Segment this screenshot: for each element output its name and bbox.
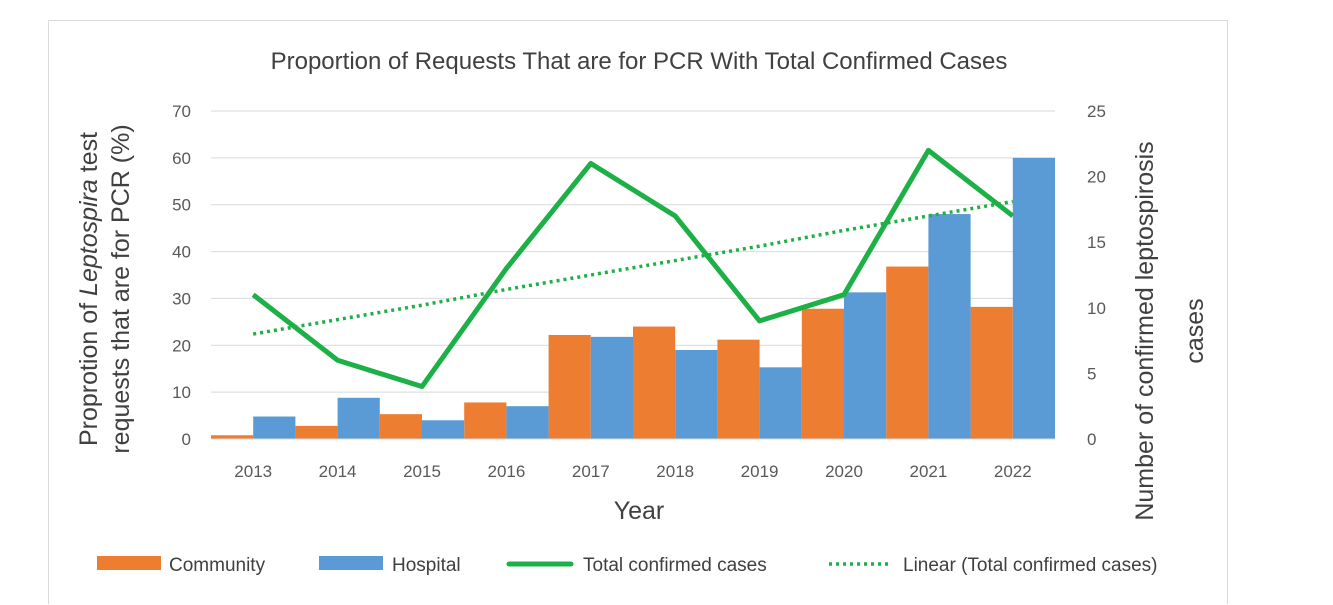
bar-community xyxy=(548,334,591,439)
chart: Proportion of Requests That are for PCR … xyxy=(75,48,1209,576)
right-tick-label: 0 xyxy=(1087,430,1096,449)
left-tick-label: 60 xyxy=(172,149,191,168)
lines xyxy=(251,147,1015,390)
bar-community xyxy=(717,339,760,439)
x-axis-title: Year xyxy=(614,497,665,525)
right-axis-title-line1: Number of confirmed leptospirosis xyxy=(1131,141,1159,520)
x-tick-label: 2021 xyxy=(909,462,947,481)
left-axis-title-italic: Leptospira xyxy=(75,179,103,296)
legend-label: Community xyxy=(169,555,266,576)
left-tick-label: 30 xyxy=(172,289,191,308)
right-tick-label: 15 xyxy=(1087,233,1106,252)
bar-hospital xyxy=(844,292,887,439)
left-tick-label: 10 xyxy=(172,383,191,402)
legend: Community Hospital Total confirmed cases Li… xyxy=(97,555,1158,576)
x-tick-label: 2020 xyxy=(825,462,863,481)
legend-label: Total confirmed cases xyxy=(583,555,767,576)
legend-swatch xyxy=(319,556,383,570)
bar-community xyxy=(970,306,1013,439)
x-tick-label: 2022 xyxy=(994,462,1032,481)
bar-community xyxy=(464,402,507,439)
svg-text:Proprotion of Leptospira test: Proprotion of Leptospira test xyxy=(75,132,103,446)
left-tick-label: 70 xyxy=(172,102,191,121)
gridlines xyxy=(211,110,1055,393)
bar-community xyxy=(379,414,422,439)
bar-hospital xyxy=(675,349,718,439)
bar-hospital xyxy=(253,416,296,439)
bar-community xyxy=(211,435,254,439)
trendline-series xyxy=(252,199,1014,336)
right-axis-title: Number of confirmed leptospirosis cases xyxy=(1131,141,1209,520)
left-axis-title: Proprotion of Leptospira test requests t… xyxy=(75,124,135,453)
bars xyxy=(211,157,1055,439)
left-tick-label: 50 xyxy=(172,196,191,215)
right-tick-label: 20 xyxy=(1087,168,1106,187)
left-tick-label: 0 xyxy=(182,430,191,449)
bar-community xyxy=(633,326,676,439)
line-series xyxy=(251,147,1015,390)
bar-hospital xyxy=(506,406,549,439)
left-axis-title-line2: requests that are for PCR (%) xyxy=(107,124,135,453)
bar-hospital xyxy=(1012,157,1055,439)
left-axis-ticks: 0 10 20 30 40 50 60 70 xyxy=(172,102,191,449)
x-tick-label: 2013 xyxy=(234,462,272,481)
left-tick-label: 20 xyxy=(172,336,191,355)
left-axis-title-suffix: test xyxy=(75,132,103,179)
left-tick-label: 40 xyxy=(172,243,191,262)
chart-frame: Proportion of Requests That are for PCR … xyxy=(48,20,1228,604)
left-axis-title-prefix: Proprotion of xyxy=(75,296,103,446)
legend-label: Hospital xyxy=(392,555,461,576)
bar-hospital xyxy=(337,397,380,439)
legend-swatch xyxy=(97,556,161,570)
x-tick-label: 2016 xyxy=(487,462,525,481)
chart-title: Proportion of Requests That are for PCR … xyxy=(271,48,1008,75)
right-tick-label: 25 xyxy=(1087,102,1106,121)
right-tick-label: 10 xyxy=(1087,299,1106,318)
x-tick-label: 2014 xyxy=(319,462,357,481)
right-axis-ticks: 0 5 10 15 20 25 xyxy=(1087,102,1106,449)
bar-hospital xyxy=(928,214,971,439)
bar-hospital xyxy=(590,336,633,439)
bar-community xyxy=(886,266,929,439)
legend-label: Linear (Total confirmed cases) xyxy=(903,555,1158,576)
bar-hospital xyxy=(759,367,802,439)
bar-hospital xyxy=(422,420,465,439)
bar-community xyxy=(801,308,844,439)
x-axis-ticks: 2013 2014 2015 2016 2017 2018 2019 2020 2021 2022 xyxy=(234,462,1031,481)
x-tick-label: 2015 xyxy=(403,462,441,481)
x-tick-label: 2018 xyxy=(656,462,694,481)
x-tick-label: 2017 xyxy=(572,462,610,481)
x-tick-label: 2019 xyxy=(741,462,779,481)
bar-community xyxy=(295,425,338,439)
right-axis-title-line2: cases xyxy=(1181,298,1209,363)
right-tick-label: 5 xyxy=(1087,364,1096,383)
